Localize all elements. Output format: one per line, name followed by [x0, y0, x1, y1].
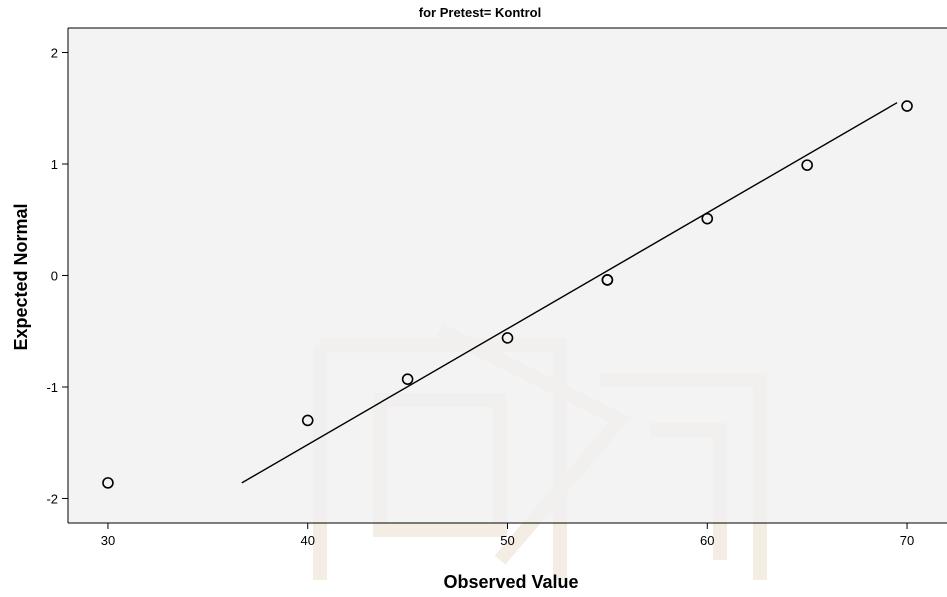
reference-line	[241, 102, 898, 484]
x-tick-label: 30	[101, 533, 115, 548]
data-point	[501, 332, 514, 344]
data-point	[901, 100, 913, 112]
y-tick-label: -1	[46, 380, 58, 395]
x-axis-label: Observed Value	[443, 572, 578, 592]
data-point	[801, 159, 813, 171]
chart-title: for Pretest= Kontrol	[419, 5, 541, 20]
data-points	[102, 100, 913, 489]
x-tick-label: 50	[500, 533, 514, 548]
data-point	[601, 274, 614, 286]
x-tick-label: 60	[700, 533, 714, 548]
y-tick-label: 2	[51, 46, 58, 61]
data-point	[401, 373, 414, 385]
y-axis-label: Expected Normal	[11, 203, 31, 350]
data-point	[701, 212, 714, 225]
y-tick-label: 1	[51, 157, 58, 172]
plot-area	[68, 28, 947, 523]
y-ticks: 2 1 0 -1 -2	[46, 46, 68, 506]
data-point	[102, 477, 114, 489]
x-ticks: 30 40 50 60 70	[101, 523, 914, 548]
y-tick-label: 0	[51, 269, 58, 284]
data-point	[301, 414, 314, 427]
x-tick-label: 70	[900, 533, 914, 548]
y-tick-label: -2	[46, 491, 58, 506]
x-tick-label: 40	[300, 533, 314, 548]
